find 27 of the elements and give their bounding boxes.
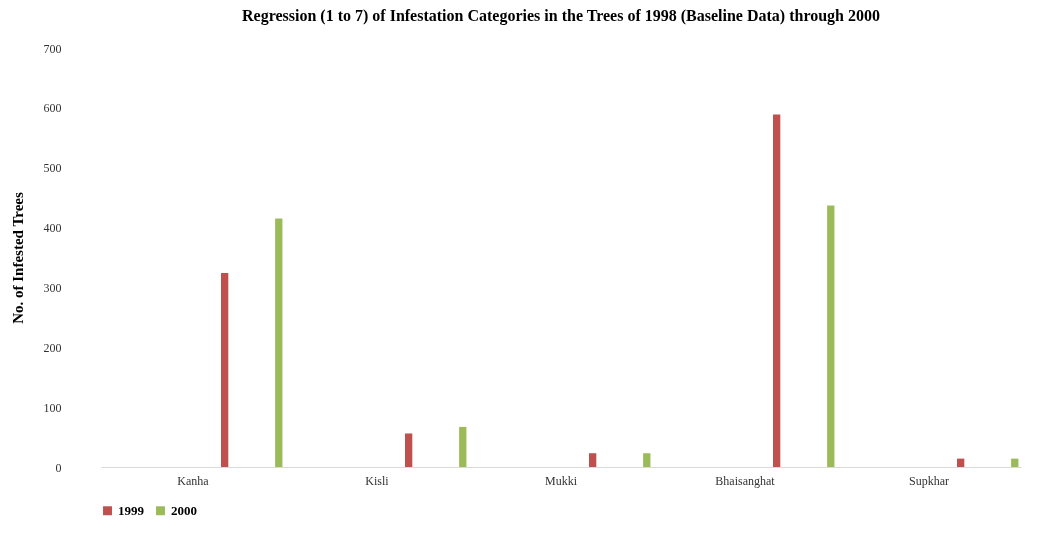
y-tick-label: 400 bbox=[43, 221, 62, 236]
bar bbox=[405, 433, 413, 467]
x-tick-label: Bhaisanghat bbox=[715, 473, 776, 488]
y-tick-label: 0 bbox=[55, 460, 62, 475]
bar bbox=[1011, 458, 1019, 467]
bar bbox=[589, 453, 597, 467]
bar bbox=[827, 205, 835, 467]
bar bbox=[275, 218, 283, 467]
y-tick-label: 200 bbox=[43, 340, 62, 355]
x-tick-label: Supkhar bbox=[909, 473, 949, 488]
legend-label: 1999 bbox=[118, 502, 145, 518]
y-tick-label: 500 bbox=[43, 161, 62, 176]
y-tick-label: 600 bbox=[43, 101, 62, 116]
x-tick-label: Mukki bbox=[544, 473, 578, 488]
y-tick-label: 100 bbox=[43, 400, 62, 415]
chart-title: Regression (1 to 7) of Infestation Categories in the Trees of 1998 (Baseline Data) through 2000 bbox=[241, 7, 881, 25]
bar bbox=[643, 453, 651, 467]
bar bbox=[459, 426, 467, 467]
x-tick-label: Kanha bbox=[177, 473, 210, 488]
legend-label: 2000 bbox=[171, 502, 197, 518]
bar bbox=[957, 458, 965, 467]
bar bbox=[221, 273, 229, 467]
y-axis-title: No. of Infested Trees bbox=[9, 192, 26, 324]
y-tick-label: 700 bbox=[43, 41, 62, 56]
x-tick-label: Kisli bbox=[365, 473, 390, 488]
bar bbox=[773, 114, 781, 467]
y-tick-label: 300 bbox=[43, 280, 62, 295]
